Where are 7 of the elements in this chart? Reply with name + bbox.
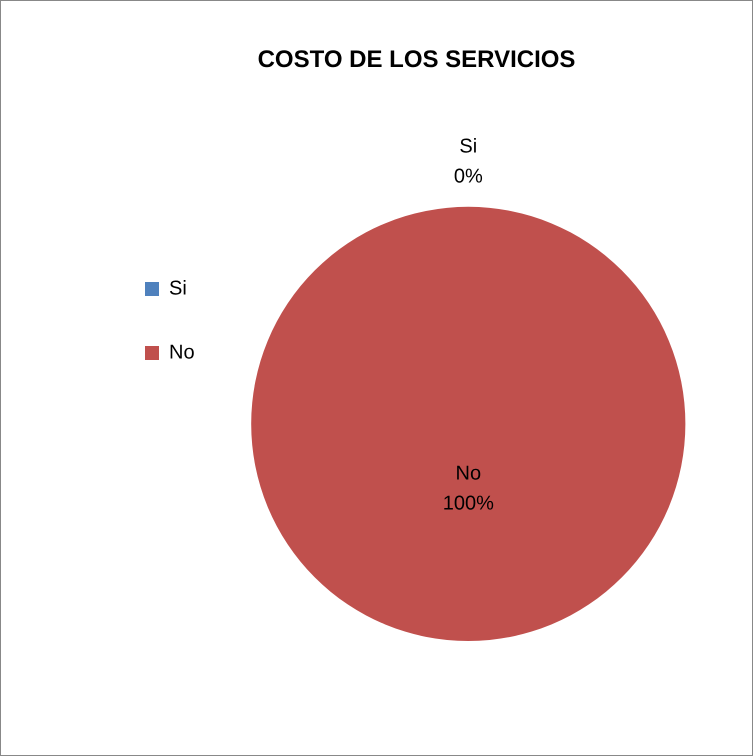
chart-title: COSTO DE LOS SERVICIOS	[258, 46, 576, 74]
legend-label: No	[169, 342, 195, 364]
data-label: 100%	[442, 492, 494, 515]
text: 0%	[454, 165, 483, 188]
slice-label: No	[455, 462, 482, 485]
category-label: Si	[459, 135, 478, 158]
legend-label: Si	[169, 278, 187, 300]
